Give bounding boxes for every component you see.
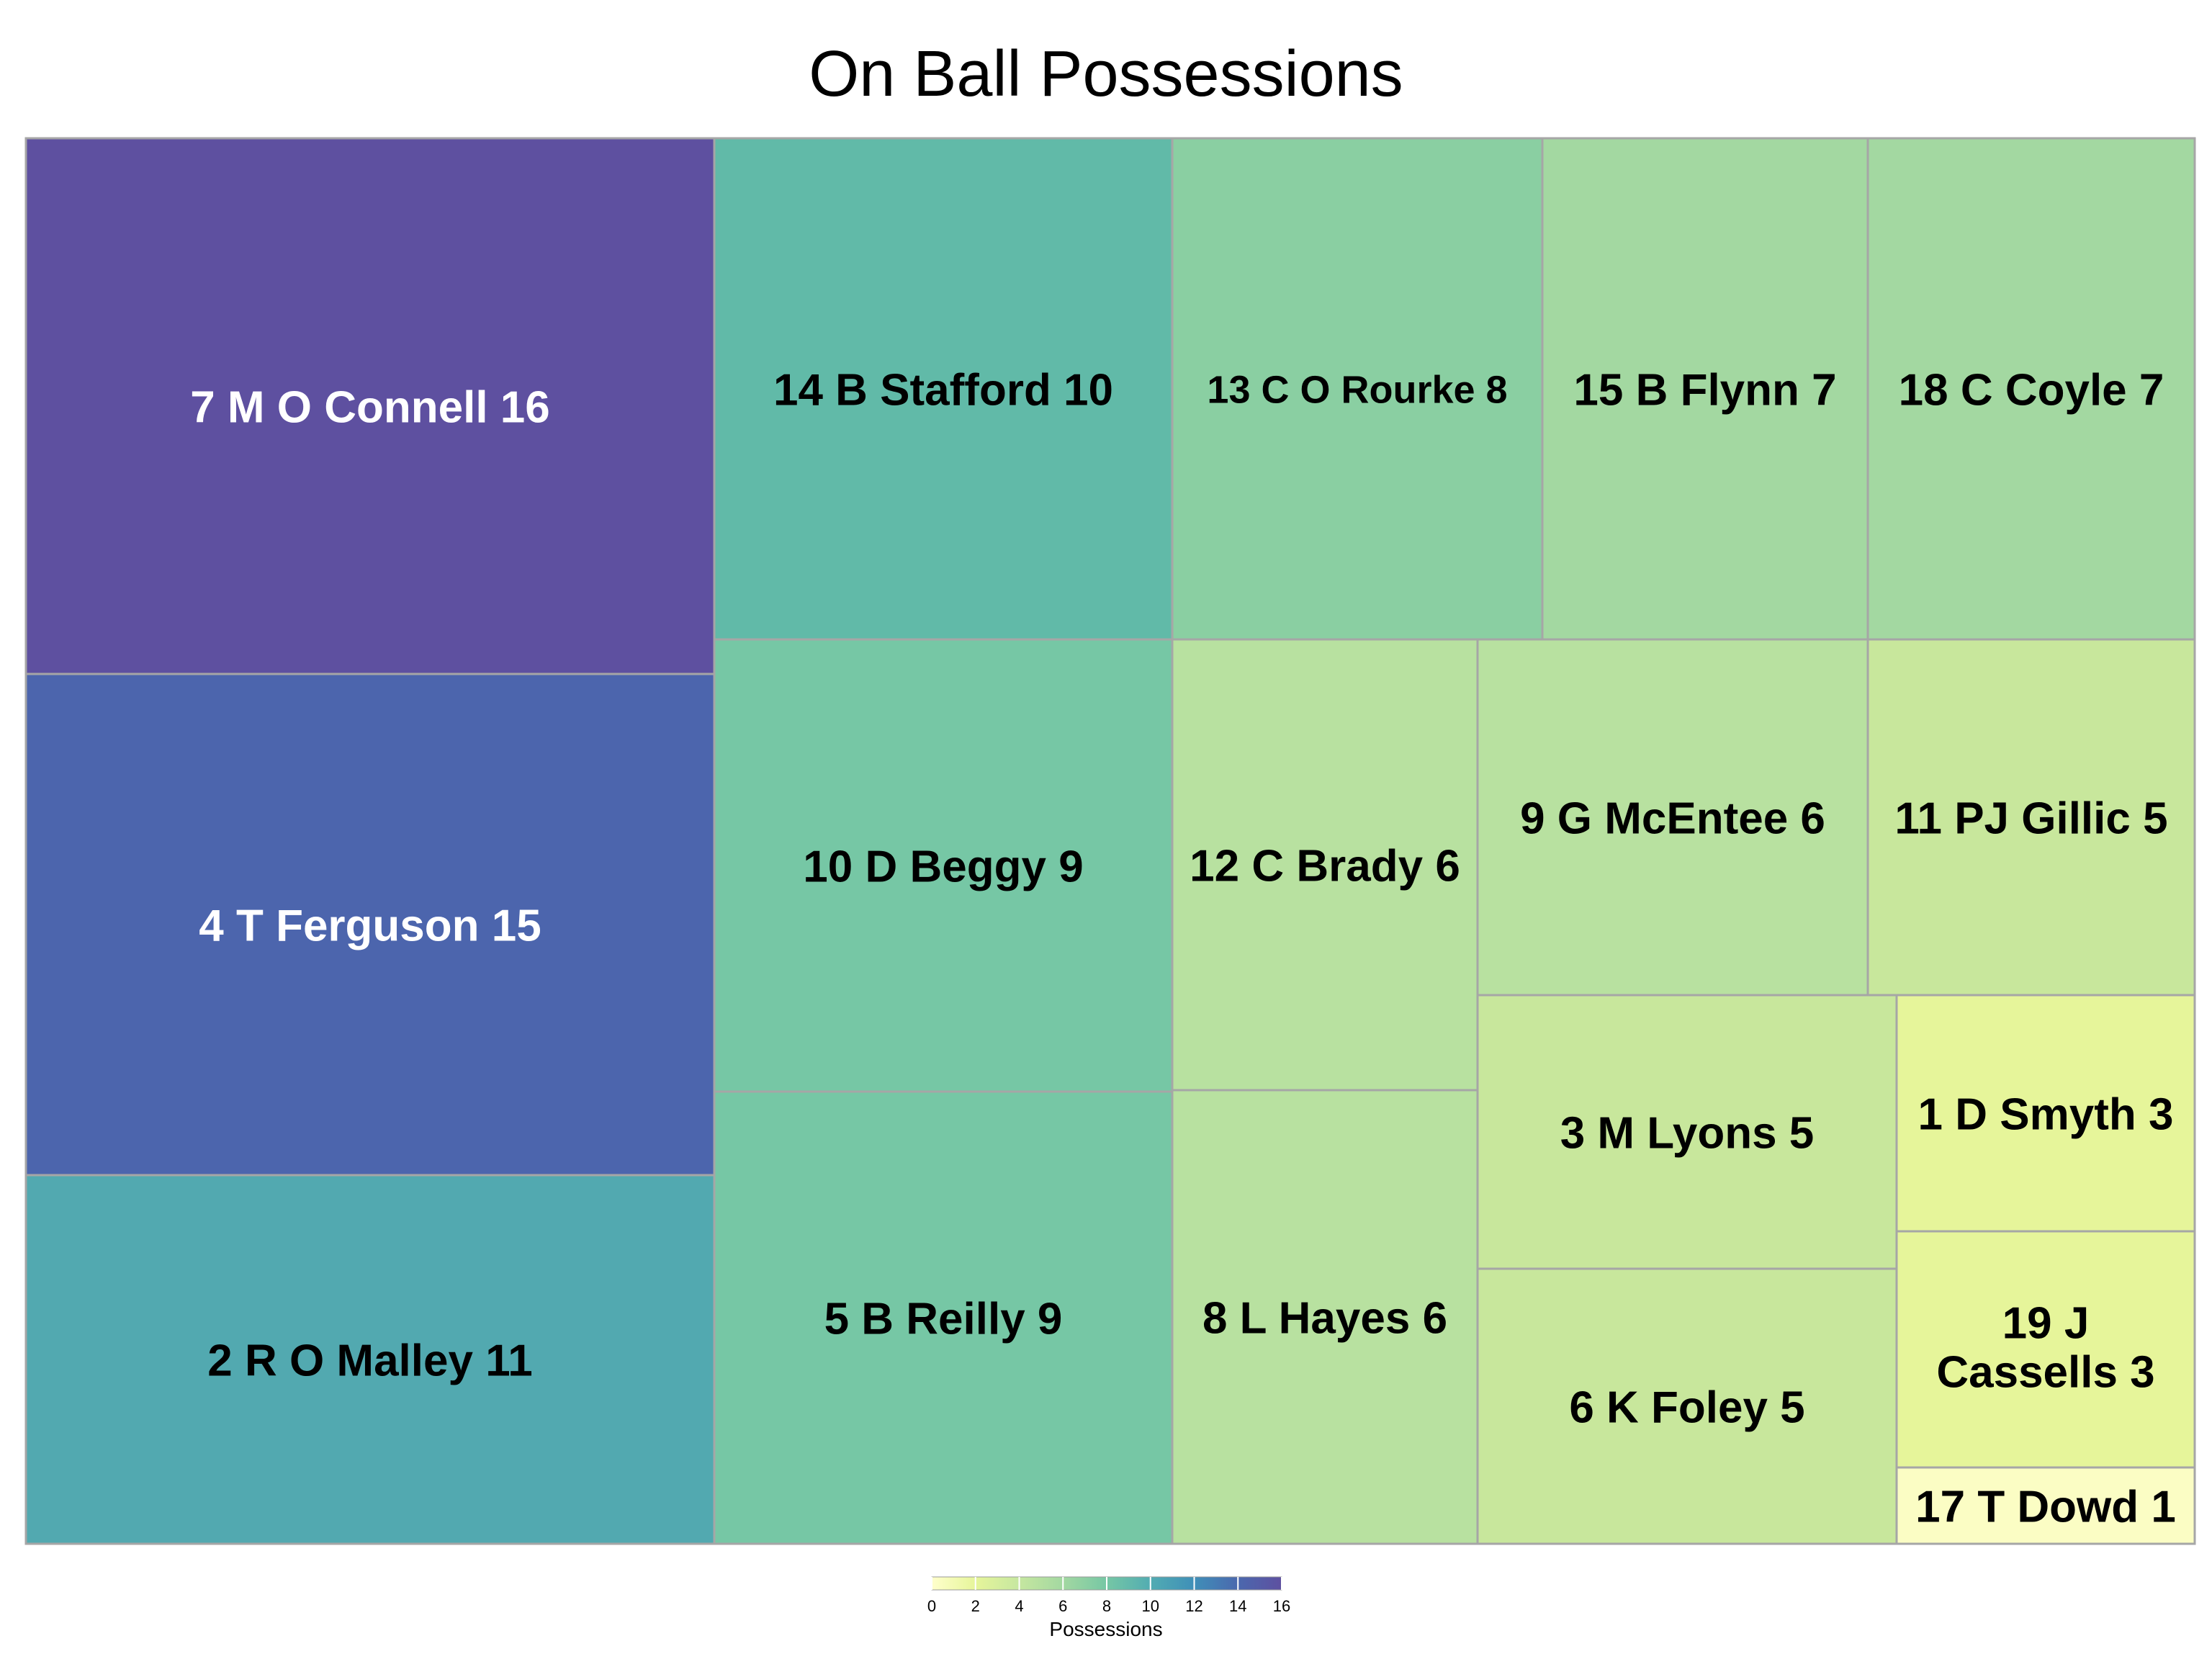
treemap-tile: 5 B Reilly 9 bbox=[713, 1090, 1174, 1545]
treemap-tile-label: 2 R O Malley 11 bbox=[207, 1336, 532, 1385]
treemap-tile-rect bbox=[1866, 638, 2196, 997]
treemap-tile: 7 M O Connell 16 bbox=[24, 137, 716, 675]
treemap-tile: 12 C Brady 6 bbox=[1171, 638, 1479, 1092]
treemap-tile-label: 6 K Foley 5 bbox=[1569, 1382, 1804, 1432]
treemap-tile-rect bbox=[1541, 137, 1869, 641]
treemap-tile-rect bbox=[713, 137, 1174, 641]
treemap-tile-label: 8 L Hayes 6 bbox=[1202, 1293, 1447, 1343]
treemap-tile-label: 7 M O Connell 16 bbox=[190, 382, 550, 432]
treemap-tile-rect bbox=[1895, 1230, 2196, 1469]
legend-tick-label: 14 bbox=[1229, 1597, 1246, 1615]
treemap-tile-rect bbox=[1171, 137, 1544, 641]
treemap-tile-rect bbox=[1171, 638, 1479, 1092]
treemap-tile-rect bbox=[1476, 638, 1869, 997]
treemap-tile-rect bbox=[24, 673, 716, 1177]
treemap-tile-rect bbox=[713, 638, 1174, 1093]
treemap-tile-rect bbox=[1895, 1466, 2196, 1545]
treemap-tile: 14 B Stafford 10 bbox=[713, 137, 1174, 641]
treemap-tile-label: 11 PJ Gillic 5 bbox=[1894, 793, 2167, 843]
treemap-tile: 3 M Lyons 5 bbox=[1476, 994, 1898, 1270]
legend-tick-label: 8 bbox=[1102, 1597, 1111, 1615]
treemap-tile: 8 L Hayes 6 bbox=[1171, 1089, 1479, 1545]
treemap-tile-rect bbox=[24, 137, 716, 675]
treemap-tile-label: 9 G McEntee 6 bbox=[1520, 793, 1825, 843]
treemap-tile: 15 B Flynn 7 bbox=[1541, 137, 1869, 641]
treemap-tile-label: 19 J Cassells 3 bbox=[1936, 1299, 2154, 1398]
treemap-tile-label: 17 T Dowd 1 bbox=[1915, 1482, 2176, 1532]
legend-tick-label: 2 bbox=[971, 1597, 980, 1615]
treemap-tile-label: 12 C Brady 6 bbox=[1190, 841, 1460, 891]
treemap-tile: 6 K Foley 5 bbox=[1476, 1267, 1898, 1545]
treemap-tile-label: 14 B Stafford 10 bbox=[773, 365, 1113, 415]
treemap-tile-label: 5 B Reilly 9 bbox=[824, 1294, 1063, 1344]
treemap-tile-label: 15 B Flynn 7 bbox=[1573, 365, 1836, 415]
treemap-tile-label: 3 M Lyons 5 bbox=[1560, 1108, 1815, 1158]
treemap-tile: 18 C Coyle 7 bbox=[1866, 137, 2196, 641]
treemap-tile-rect bbox=[1476, 1267, 1898, 1545]
legend-tick-label: 16 bbox=[1273, 1597, 1290, 1615]
legend-tick-label: 12 bbox=[1185, 1597, 1202, 1615]
treemap-tile-rect bbox=[24, 1174, 716, 1545]
color-legend: 0 2 4 6 8 10 12 14 16 bbox=[927, 1576, 1290, 1615]
treemap-tile: 9 G McEntee 6 bbox=[1476, 638, 1869, 997]
legend-tick-label: 10 bbox=[1142, 1597, 1159, 1615]
chart-title: On Ball Possessions bbox=[809, 38, 1403, 110]
treemap-tile: 10 D Beggy 9 bbox=[713, 638, 1174, 1093]
treemap-tiles: 7 M O Connell 16 4 T Ferguson 15 2 R O Mal… bbox=[24, 137, 2196, 1545]
treemap-tile-label: 1 D Smyth 3 bbox=[1918, 1089, 2174, 1139]
legend-tick-label: 6 bbox=[1058, 1597, 1067, 1615]
treemap-tile-rect bbox=[713, 1090, 1174, 1545]
treemap-tile: 17 T Dowd 1 bbox=[1895, 1466, 2196, 1545]
treemap-tile-label: 10 D Beggy 9 bbox=[803, 842, 1083, 891]
legend-tick-label: 0 bbox=[927, 1597, 936, 1615]
treemap-tile: 2 R O Malley 11 bbox=[24, 1174, 716, 1545]
treemap-tile-label: 4 T Ferguson 15 bbox=[199, 901, 541, 950]
legend-tick-label: 4 bbox=[1015, 1597, 1023, 1615]
treemap-tile: 19 J Cassells 3 bbox=[1895, 1230, 2196, 1469]
treemap-tile: 4 T Ferguson 15 bbox=[24, 673, 716, 1177]
legend-title: Possessions bbox=[1049, 1618, 1163, 1640]
treemap-tile: 13 C O Rourke 8 bbox=[1171, 137, 1544, 641]
treemap-tile-rect bbox=[1476, 994, 1898, 1270]
treemap-tile-label: 13 C O Rourke 8 bbox=[1207, 368, 1507, 411]
treemap-tile-label: 18 C Coyle 7 bbox=[1899, 365, 2164, 415]
treemap-tile: 1 D Smyth 3 bbox=[1895, 994, 2196, 1233]
treemap-tile-rect bbox=[1895, 994, 2196, 1233]
legend-ticks: 0 2 4 6 8 10 12 14 16 bbox=[927, 1577, 1290, 1615]
treemap-tile: 11 PJ Gillic 5 bbox=[1866, 638, 2196, 997]
